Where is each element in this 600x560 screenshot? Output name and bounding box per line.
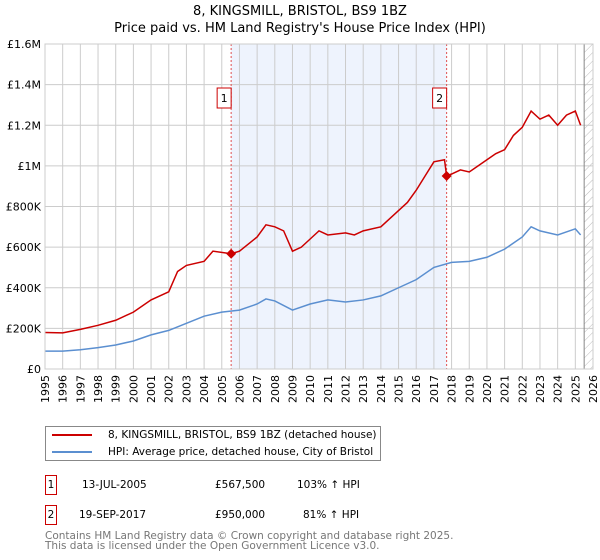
sale-hpi: 103% ↑ HPI bbox=[297, 479, 360, 491]
y-tick-label: £800K bbox=[6, 201, 42, 214]
price-line bbox=[45, 109, 582, 334]
x-tick-label: 2006 bbox=[233, 375, 246, 403]
legend-swatch-red bbox=[52, 434, 92, 436]
legend: 8, KINGSMILL, BRISTOL, BS9 1BZ (detached… bbox=[45, 426, 381, 461]
x-tick-label: 2003 bbox=[180, 375, 193, 403]
x-tick-label: 2001 bbox=[145, 375, 158, 403]
y-tick-label: £1.2M bbox=[7, 119, 41, 132]
sale-hpi: 81% ↑ HPI bbox=[303, 509, 360, 521]
x-tick-label: 2009 bbox=[286, 375, 299, 403]
x-tick-label: 2002 bbox=[163, 375, 176, 403]
x-tick-label: 2025 bbox=[569, 375, 582, 403]
x-tick-label: 2022 bbox=[516, 375, 529, 403]
sale-marker-box: 1 bbox=[45, 475, 57, 495]
y-tick-label: £400K bbox=[6, 282, 42, 295]
x-tick-label: 2007 bbox=[251, 375, 264, 403]
x-tick-label: 2010 bbox=[304, 375, 317, 403]
x-tick-label: 2016 bbox=[410, 375, 423, 403]
x-tick-label: 2024 bbox=[552, 375, 565, 403]
sale-point bbox=[226, 248, 237, 259]
x-tick-label: 2011 bbox=[322, 375, 335, 403]
legend-item-property: 8, KINGSMILL, BRISTOL, BS9 1BZ (detached… bbox=[52, 427, 377, 443]
sale-label: 1 bbox=[221, 92, 228, 105]
chart-subtitle: Price paid vs. HM Land Registry's House … bbox=[114, 21, 486, 36]
sale-price: £950,000 bbox=[215, 509, 266, 521]
x-tick-label: 1999 bbox=[110, 375, 123, 403]
y-tick-label: £1M bbox=[18, 160, 42, 173]
plot-border bbox=[44, 43, 594, 370]
x-tick-label: 1998 bbox=[92, 375, 105, 403]
x-tick-label: 2019 bbox=[463, 375, 476, 403]
x-tick-label: 1995 bbox=[39, 375, 52, 403]
x-tick-label: 2014 bbox=[375, 375, 388, 403]
y-tick-label: £200K bbox=[6, 322, 42, 335]
sale-label: 2 bbox=[436, 92, 443, 105]
sale-marker-box: 2 bbox=[45, 505, 57, 525]
y-tick-label: £1.4M bbox=[7, 79, 41, 92]
x-tick-label: 1996 bbox=[57, 375, 70, 403]
x-tick-label: 2008 bbox=[269, 375, 282, 403]
x-tick-label: 2000 bbox=[127, 375, 140, 403]
x-tick-label: 2012 bbox=[340, 375, 353, 403]
hpi-line bbox=[45, 225, 582, 352]
sale-point bbox=[441, 171, 452, 182]
x-tick-label: 2013 bbox=[357, 375, 370, 403]
plot-area: 1995 1996 1997 1998 1999 2000 2001 2002 2003 2004… bbox=[6, 38, 600, 403]
y-tick-label: £1.6M bbox=[7, 38, 41, 51]
legend-swatch-blue bbox=[52, 451, 92, 453]
x-tick-label: 2017 bbox=[428, 375, 441, 403]
y-tick-label: £600K bbox=[6, 241, 42, 254]
sale-label-box bbox=[432, 87, 448, 109]
x-tick-label: 2023 bbox=[534, 375, 547, 403]
x-tick-label: 1997 bbox=[74, 375, 87, 403]
x-tick-label: 2026 bbox=[587, 375, 600, 403]
y-tick-label: £0 bbox=[27, 363, 41, 376]
legend-item-hpi: HPI: Average price, detached house, City… bbox=[52, 444, 373, 460]
x-tick-label: 2020 bbox=[481, 375, 494, 403]
x-tick-label: 2005 bbox=[216, 375, 229, 403]
sale-date: 13-JUL-2005 bbox=[82, 479, 147, 491]
footer: Contains HM Land Registry data © Crown c… bbox=[45, 530, 454, 552]
x-tick-label: 2021 bbox=[499, 375, 512, 403]
footer-line: This data is licensed under the Open Gov… bbox=[45, 540, 380, 552]
sale-row: 2 19-SEP-2017 £950,000 81% ↑ HPI bbox=[45, 505, 445, 527]
sale-price: £567,500 bbox=[215, 479, 266, 491]
legend-label: HPI: Average price, detached house, City… bbox=[108, 446, 374, 458]
sale-label-box bbox=[216, 87, 232, 109]
x-tick-label: 2004 bbox=[198, 375, 211, 403]
footer-line: Contains HM Land Registry data © Crown c… bbox=[45, 530, 454, 542]
x-tick-label: 2015 bbox=[393, 375, 406, 403]
sale-date: 19-SEP-2017 bbox=[79, 509, 147, 521]
sale-row: 1 13-JUL-2005 £567,500 103% ↑ HPI bbox=[45, 475, 445, 497]
x-tick-label: 2018 bbox=[446, 375, 459, 403]
legend-label: 8, KINGSMILL, BRISTOL, BS9 1BZ (detached… bbox=[108, 429, 377, 441]
chart-title: 8, KINGSMILL, BRISTOL, BS9 1BZ bbox=[193, 4, 407, 19]
